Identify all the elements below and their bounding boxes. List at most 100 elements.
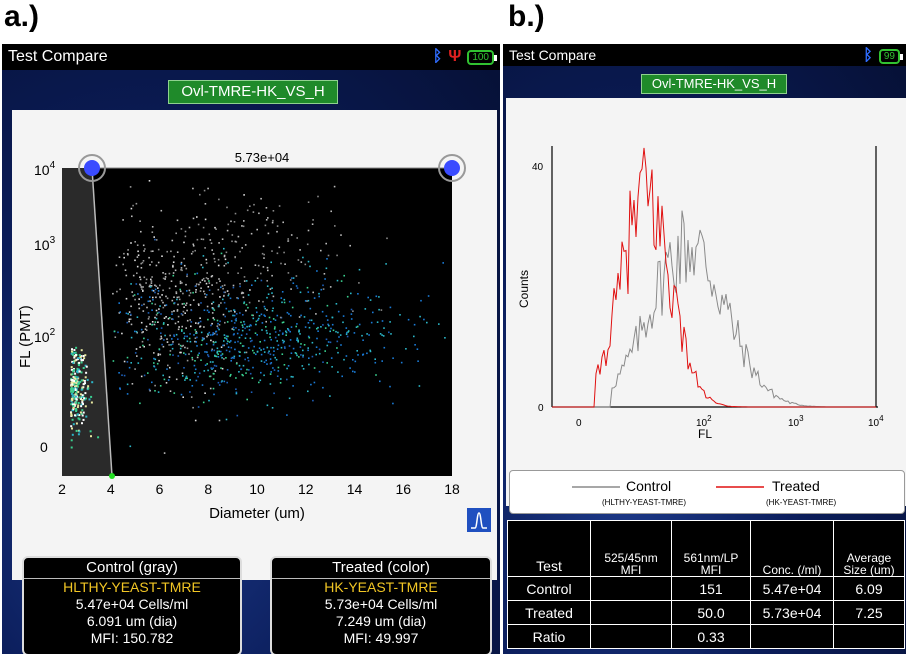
left-protocol-name[interactable]: Ovl-TMRE-HK_VS_H bbox=[168, 80, 338, 104]
scatter-dot bbox=[205, 258, 208, 261]
scatter-dot bbox=[326, 319, 329, 321]
scatter-dot bbox=[282, 332, 284, 334]
scatter-dot bbox=[159, 305, 161, 307]
scatter-dot bbox=[378, 308, 380, 311]
scatter-dot bbox=[162, 277, 165, 280]
gate-handle-bottom[interactable] bbox=[109, 473, 115, 479]
scatter-dot bbox=[207, 333, 209, 335]
scatter-dot bbox=[272, 210, 275, 212]
scatter-dot bbox=[157, 292, 159, 295]
scatter-dot bbox=[118, 312, 121, 314]
scatter-dot bbox=[322, 324, 324, 326]
scatter-dot bbox=[383, 327, 385, 329]
gate-line[interactable] bbox=[91, 167, 113, 477]
scatter-dot bbox=[239, 342, 242, 345]
debris-dot bbox=[91, 381, 94, 384]
scatter-dot bbox=[177, 321, 180, 323]
scatter-dot bbox=[130, 242, 132, 244]
legend-treated-label: Treated bbox=[772, 478, 820, 494]
scatter-dot bbox=[185, 267, 188, 270]
scatter-dot bbox=[327, 341, 330, 343]
scatter-dot bbox=[266, 280, 268, 282]
scatter-dot bbox=[210, 349, 213, 352]
scatter-dot bbox=[216, 350, 219, 353]
right-protocol-name[interactable]: Ovl-TMRE-HK_VS_H bbox=[641, 74, 787, 94]
scatter-dot bbox=[173, 310, 175, 312]
scatter-dot bbox=[180, 269, 182, 271]
scatter-dot bbox=[281, 339, 284, 342]
scatter-dot bbox=[346, 331, 348, 334]
scatter-dot bbox=[423, 318, 425, 321]
scatter-dot bbox=[263, 361, 266, 363]
scatter-dot bbox=[156, 312, 159, 314]
scatter-dot bbox=[241, 291, 243, 294]
scatter-dot bbox=[383, 346, 386, 349]
scatter-dot bbox=[242, 326, 244, 328]
debris-dot bbox=[71, 350, 73, 353]
scatter-dot bbox=[255, 307, 258, 309]
scatter-dot bbox=[336, 347, 338, 349]
scatter-dot bbox=[313, 367, 316, 369]
scatter-dot bbox=[263, 305, 266, 308]
gate-handle-right[interactable] bbox=[444, 160, 460, 176]
scatter-dot bbox=[184, 379, 186, 381]
scatter-dot bbox=[312, 399, 314, 402]
scatter-dot bbox=[132, 274, 135, 277]
gate-handle-left-ring[interactable] bbox=[78, 154, 106, 182]
scatter-dot bbox=[251, 377, 254, 379]
scatter-dot bbox=[307, 299, 310, 302]
scatter-dot bbox=[308, 319, 311, 322]
scatter-dot bbox=[245, 372, 247, 374]
debris-dot bbox=[71, 369, 74, 372]
scatter-dot bbox=[256, 334, 258, 336]
histogram-toggle-button[interactable] bbox=[467, 508, 491, 532]
scatter-dot bbox=[322, 288, 325, 290]
scatter-dot bbox=[296, 339, 298, 341]
debris-dot bbox=[82, 367, 85, 369]
scatter-dot bbox=[220, 252, 223, 255]
scatter-dot bbox=[326, 304, 329, 307]
scatter-dot bbox=[220, 286, 222, 289]
treated-stats-box: Treated (color) HK-YEAST-TMRE 5.73e+04 C… bbox=[270, 556, 492, 654]
scatter-dot bbox=[340, 344, 342, 346]
scatter-dot bbox=[290, 288, 292, 290]
histogram-plot-area: 40 0 Counts 0 102 103 104 FL bbox=[506, 98, 906, 506]
gate-handle-right-ring[interactable] bbox=[438, 154, 466, 182]
scatter-dot bbox=[181, 330, 183, 332]
debris-dot bbox=[73, 397, 76, 400]
scatter-dot bbox=[218, 324, 221, 326]
scatter-dot bbox=[154, 358, 157, 361]
debris-dot bbox=[77, 433, 80, 436]
debris-dot bbox=[79, 357, 82, 360]
scatter-dot bbox=[151, 261, 153, 263]
col-header-525: 525/45nm MFI bbox=[590, 520, 672, 577]
scatter-dot bbox=[178, 343, 180, 346]
scatter-dot bbox=[181, 314, 184, 316]
scatter-dot bbox=[183, 337, 185, 340]
scatter-dot bbox=[164, 273, 167, 275]
scatter-dot bbox=[300, 354, 302, 356]
scatter-dot bbox=[249, 324, 252, 326]
scatter-dot bbox=[188, 289, 191, 292]
scatter-dot bbox=[438, 323, 440, 325]
scatter-dot bbox=[208, 233, 211, 236]
scatter-dot bbox=[221, 367, 224, 370]
scatter-dot bbox=[230, 346, 233, 349]
scatter-dot bbox=[145, 278, 148, 281]
scatter-dot bbox=[231, 356, 234, 359]
debris-dot bbox=[76, 380, 79, 383]
scatter-dot bbox=[179, 288, 181, 291]
debris-dot bbox=[71, 409, 74, 412]
scatter-dot bbox=[318, 348, 321, 351]
scatter-dot bbox=[208, 331, 211, 334]
scatter-dot bbox=[234, 240, 237, 243]
scatter-dot bbox=[260, 313, 263, 316]
scatter-dot bbox=[290, 234, 293, 236]
scatter-dot bbox=[121, 374, 123, 376]
scatter-dot bbox=[240, 267, 243, 269]
debris-dot bbox=[70, 390, 73, 393]
scatter-dot bbox=[281, 333, 284, 335]
gate-handle-left[interactable] bbox=[84, 160, 100, 176]
scatter-dot bbox=[122, 263, 124, 266]
scatter-dot bbox=[413, 335, 415, 338]
